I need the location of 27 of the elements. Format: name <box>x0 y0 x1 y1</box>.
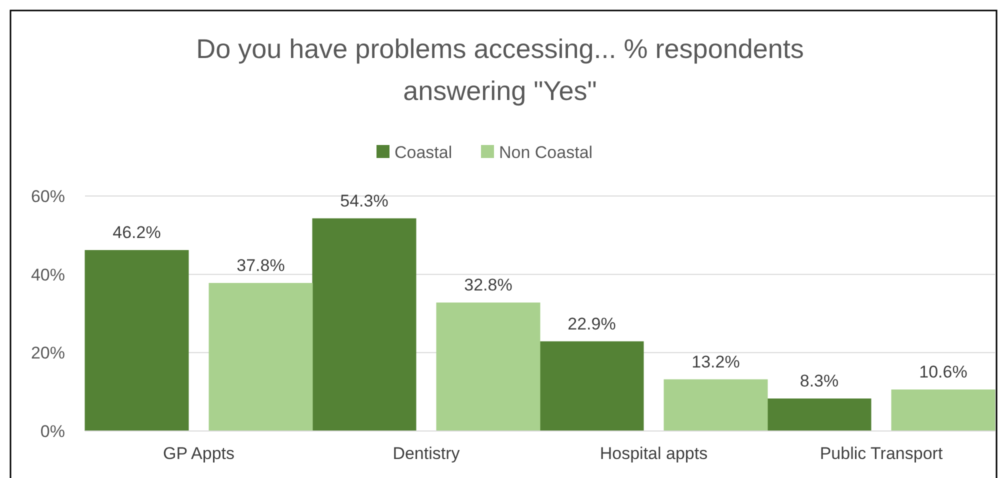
bar <box>312 218 416 431</box>
bar <box>208 282 313 431</box>
data-label: 37.8% <box>236 256 285 275</box>
data-label: 46.2% <box>112 223 161 242</box>
data-label: 22.9% <box>568 314 616 334</box>
data-label: 54.3% <box>340 191 388 210</box>
y-tick-label: 60% <box>30 186 65 206</box>
data-label: 8.3% <box>800 371 839 390</box>
data-label: 13.2% <box>692 352 740 372</box>
bar <box>891 389 996 431</box>
bar <box>436 302 540 431</box>
data-label: 10.6% <box>919 362 968 382</box>
bar <box>84 250 189 431</box>
y-tick-label: 0% <box>40 422 65 441</box>
x-tick-label: Dentistry <box>392 444 460 463</box>
bar <box>767 398 872 431</box>
bar <box>540 341 644 431</box>
chart-title: Do you have problems accessing... % respondents answering "Yes" <box>196 34 804 106</box>
x-tick-label: GP Appts <box>162 444 235 463</box>
x-tick-label: Hospital appts <box>600 444 708 463</box>
bar <box>664 379 768 431</box>
y-tick-label: 40% <box>30 265 65 284</box>
legend-label: Non Coastal <box>499 142 593 162</box>
data-label: 32.8% <box>464 276 512 295</box>
legend-label: Coastal <box>394 142 452 162</box>
x-tick-label: Public Transport <box>820 444 943 463</box>
y-tick-label: 20% <box>30 344 65 363</box>
